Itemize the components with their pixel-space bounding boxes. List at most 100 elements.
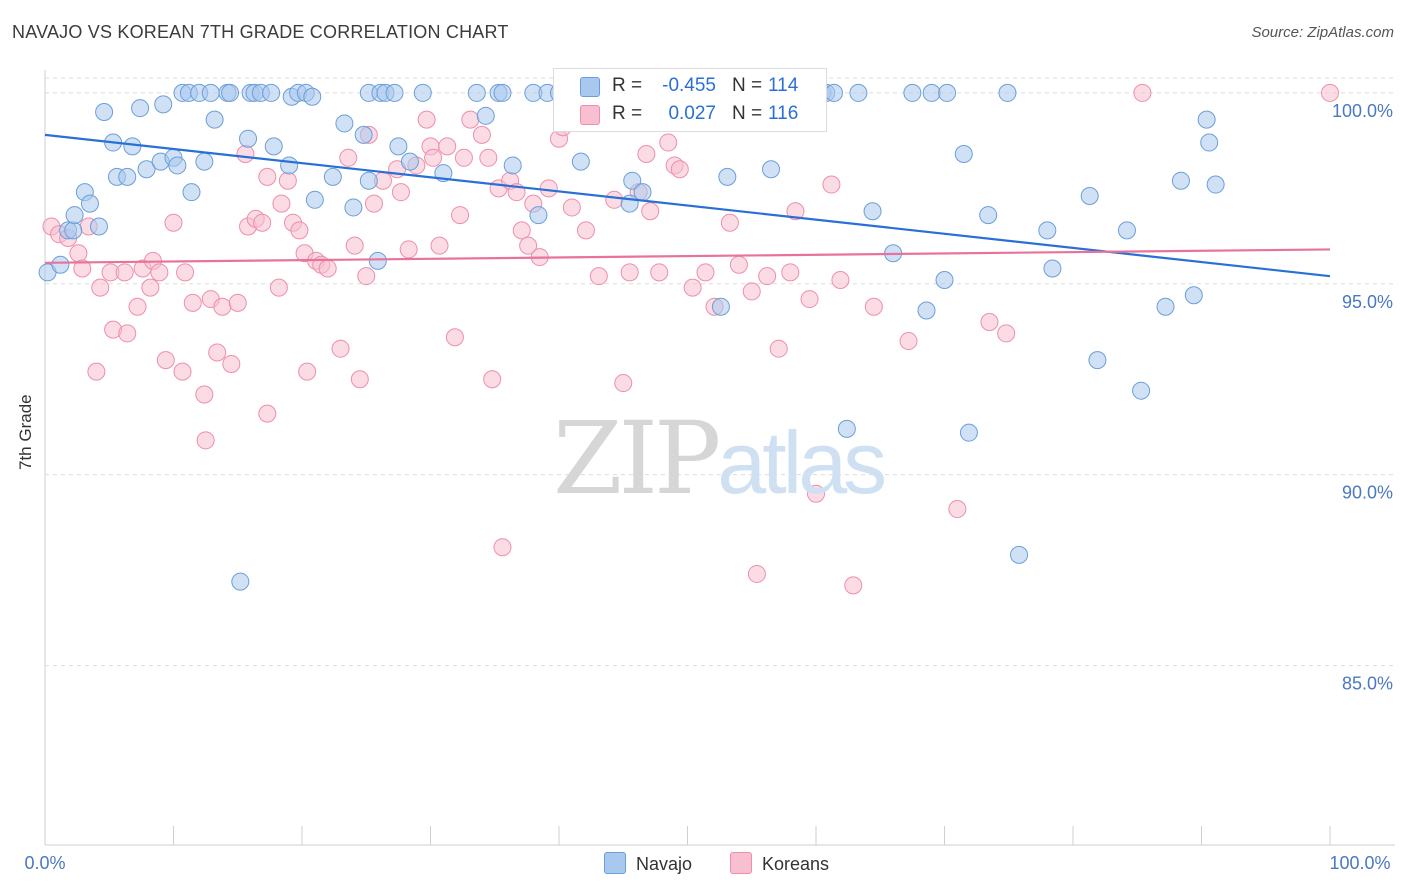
- legend-item-navajo: Navajo: [604, 852, 692, 875]
- korean-point: [290, 221, 309, 240]
- korean-point: [391, 183, 410, 202]
- navajo-point: [1171, 171, 1190, 190]
- navajo-point: [51, 255, 70, 274]
- navajo-point: [1010, 545, 1029, 564]
- korean-swatch: [580, 105, 600, 125]
- navajo-point: [303, 87, 322, 106]
- korean-point: [562, 198, 581, 217]
- source-label: Source: ZipAtlas.com: [1251, 24, 1394, 41]
- korean-point: [641, 202, 660, 221]
- korean-n-label: N =: [732, 103, 763, 124]
- korean-point: [1321, 83, 1339, 102]
- korean-point: [272, 194, 291, 213]
- korean-point: [331, 339, 350, 358]
- korean-point: [269, 278, 288, 297]
- navajo-point: [400, 152, 419, 171]
- navajo-point: [131, 99, 150, 118]
- navajo-point: [998, 83, 1017, 102]
- korean-point: [150, 263, 169, 282]
- navajo-point: [64, 221, 83, 240]
- korean-point: [769, 339, 788, 358]
- navajo-point: [221, 83, 240, 102]
- korean-point: [339, 148, 358, 167]
- legend-item-koreans: Koreans: [730, 852, 829, 875]
- navajo-point: [264, 137, 283, 156]
- trend-lines: [44, 133, 1331, 278]
- korean-point: [980, 312, 999, 331]
- korean-point: [208, 343, 227, 362]
- navajo-point: [323, 167, 342, 186]
- legend-row-koreans: R = 0.027 N = 116: [554, 101, 826, 129]
- navajo-point: [571, 152, 590, 171]
- legend-row-navajo: R = -0.455 N = 114: [554, 73, 826, 101]
- navajo-trend-line: [44, 133, 1331, 278]
- korean-point: [683, 278, 702, 297]
- korean-point: [948, 500, 967, 519]
- legend-koreans-swatch: [730, 852, 752, 874]
- korean-point: [399, 240, 418, 259]
- navajo-point: [503, 156, 522, 175]
- navajo-point: [633, 183, 652, 202]
- korean-point: [222, 354, 241, 373]
- navajo-point: [413, 83, 432, 102]
- korean-point: [758, 267, 777, 286]
- korean-point: [253, 213, 272, 232]
- navajo-point: [354, 125, 373, 144]
- korean-point: [539, 179, 558, 198]
- navajo-point: [1043, 259, 1062, 278]
- korean-point: [483, 370, 502, 389]
- korean-point: [345, 236, 364, 255]
- navajo-point: [935, 270, 954, 289]
- korean-point: [720, 213, 739, 232]
- navajo-point: [95, 102, 114, 121]
- korean-point: [1133, 83, 1152, 102]
- korean-point: [696, 263, 715, 282]
- navajo-point: [385, 83, 404, 102]
- navajo-point: [344, 198, 363, 217]
- korean-point: [461, 110, 480, 129]
- navajo-point: [1156, 297, 1175, 316]
- korean-point: [91, 278, 110, 297]
- navajo-point: [182, 183, 201, 202]
- navajo-point: [1038, 221, 1057, 240]
- navajo-point: [954, 144, 973, 163]
- korean-point: [605, 190, 624, 209]
- korean-point: [176, 263, 195, 282]
- navajo-n-value: 114: [768, 75, 799, 96]
- navajo-n-label: N =: [732, 75, 763, 96]
- korean-n-value: 116: [768, 103, 799, 124]
- korean-point: [614, 374, 633, 393]
- legend-navajo-label: Navajo: [636, 854, 693, 874]
- navajo-point: [239, 129, 258, 148]
- korean-point: [831, 270, 850, 289]
- navajo-point: [205, 110, 224, 129]
- navajo-point: [959, 423, 978, 442]
- korean-point: [424, 148, 443, 167]
- navajo-point: [863, 202, 882, 221]
- navajo-r-label: R =: [612, 75, 643, 96]
- korean-point: [670, 160, 689, 179]
- korean-point: [747, 564, 766, 583]
- y-axis-title: 7th Grade: [16, 394, 35, 470]
- navajo-point: [1117, 221, 1136, 240]
- navajo-point: [65, 206, 84, 225]
- korean-point: [357, 267, 376, 286]
- korean-point: [729, 255, 748, 274]
- korean-point: [637, 144, 656, 163]
- navajo-point: [837, 419, 856, 438]
- navajo-point: [137, 160, 156, 179]
- korean-point: [258, 404, 277, 423]
- korean-point: [451, 206, 470, 225]
- korean-point: [73, 259, 92, 278]
- navajo-point: [335, 114, 354, 133]
- navajo-point: [389, 137, 408, 156]
- zipatlas-watermark: ZIPatlas: [553, 400, 887, 517]
- navajo-point: [711, 297, 730, 316]
- navajo-point: [368, 251, 387, 270]
- navajo-point: [1197, 110, 1216, 129]
- korean-point: [650, 263, 669, 282]
- korean-point: [620, 263, 639, 282]
- korean-point: [519, 236, 538, 255]
- y-tick-label: 95.0%: [1342, 292, 1393, 312]
- korean-point: [278, 171, 297, 190]
